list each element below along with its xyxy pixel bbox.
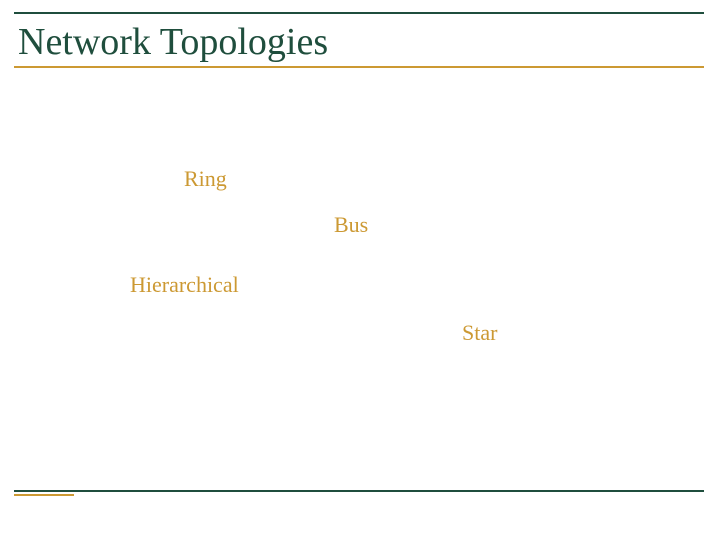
slide-title: Network Topologies: [18, 20, 328, 64]
slide: Network Topologies Ring Bus Hierarchical…: [0, 0, 720, 540]
bottom-border-rule: [14, 490, 704, 492]
topology-label-bus: Bus: [334, 212, 368, 238]
topology-label-ring: Ring: [184, 166, 227, 192]
top-border-rule: [14, 12, 704, 14]
topology-label-star: Star: [462, 320, 497, 346]
topology-label-hierarchical: Hierarchical: [130, 272, 239, 298]
bottom-accent-rule: [14, 494, 74, 496]
title-underline-rule: [14, 66, 704, 68]
